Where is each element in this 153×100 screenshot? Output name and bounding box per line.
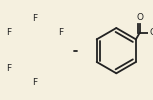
Text: F: F [32, 14, 37, 23]
Text: O: O [136, 13, 143, 22]
Text: F: F [32, 78, 37, 87]
Text: F: F [6, 64, 11, 73]
Text: F: F [6, 28, 11, 37]
Text: O: O [149, 28, 153, 37]
Text: F: F [58, 28, 63, 37]
